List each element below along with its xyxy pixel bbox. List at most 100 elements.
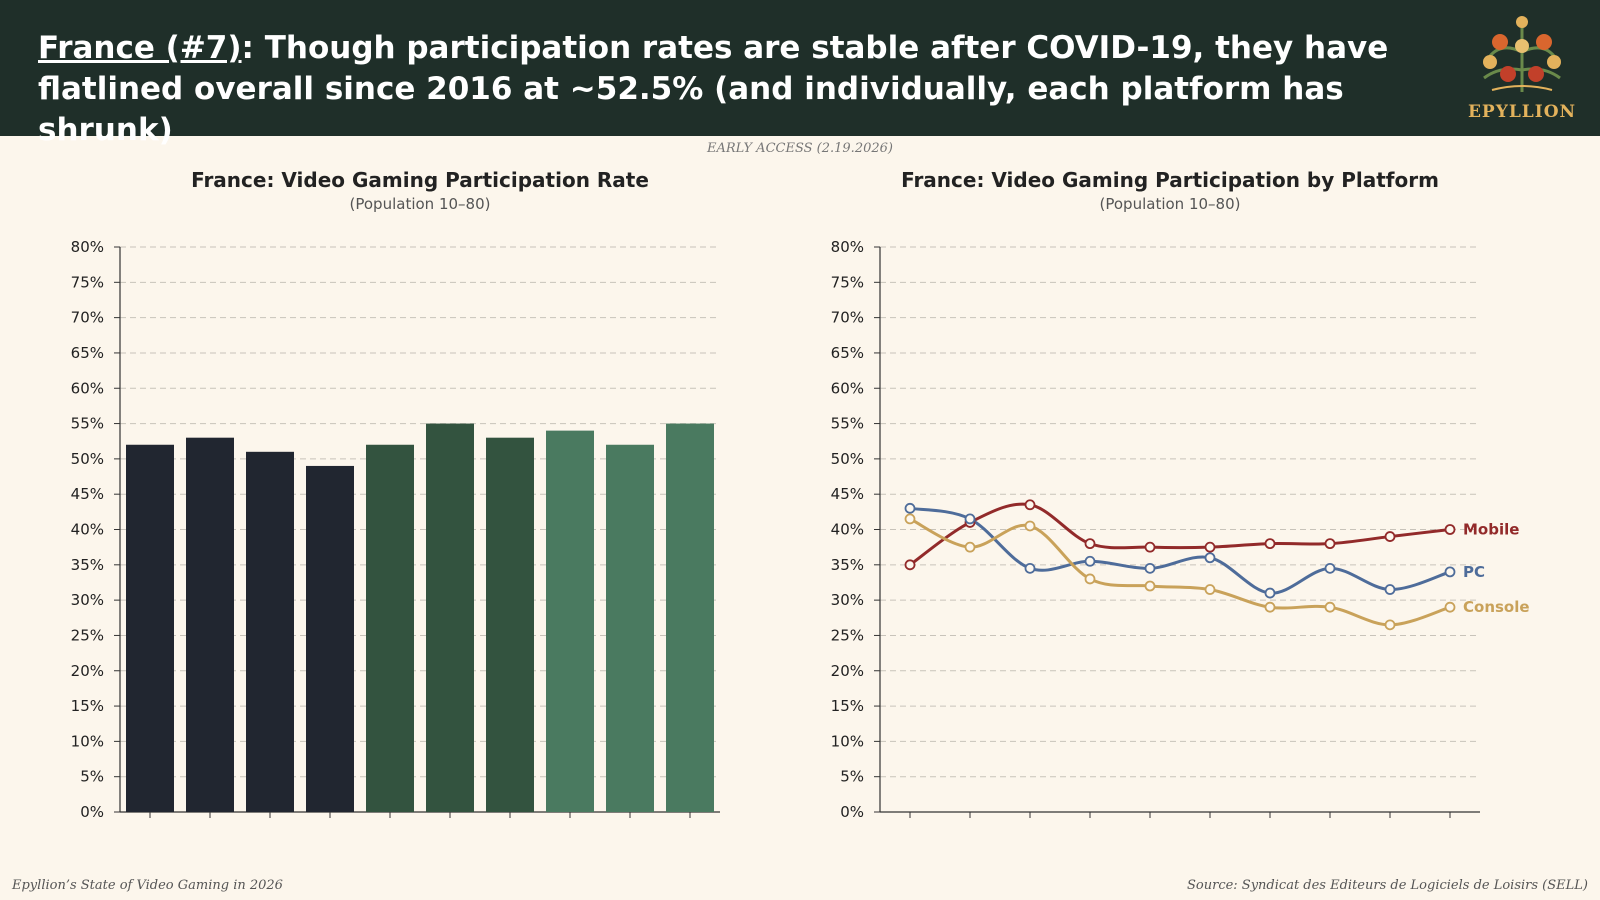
y-tick-label: 70%	[71, 309, 104, 327]
bar-chart-subtitle: (Population 10–80)	[349, 195, 491, 213]
y-tick-label: 35%	[71, 556, 104, 574]
series-line-console	[909, 517, 1451, 627]
data-point-pc	[1084, 555, 1096, 567]
data-point-console	[904, 513, 916, 525]
x-tick-label: 2021	[1191, 823, 1229, 825]
data-point-console	[1144, 580, 1156, 592]
data-point-pc	[964, 513, 976, 525]
data-point-pc	[1324, 562, 1336, 574]
y-tick-label: 5%	[840, 768, 864, 786]
x-tick-label: 2016	[891, 823, 929, 825]
bar	[606, 444, 654, 812]
data-point-mobile	[1384, 531, 1396, 542]
y-tick-label: 25%	[71, 626, 104, 644]
x-tick-label: 2023	[551, 823, 589, 825]
bar	[666, 423, 714, 812]
y-tick-label: 30%	[831, 591, 864, 609]
footer-source: Source: Syndicat des Editeurs de Logicie…	[1187, 878, 1588, 893]
x-tick-label: 2018	[251, 823, 289, 825]
x-tick-label: 2021	[431, 823, 469, 825]
data-point-pc	[1444, 566, 1456, 578]
y-tick-label: 80%	[831, 238, 864, 256]
data-point-console	[1084, 573, 1096, 585]
series-line-pc	[909, 506, 1451, 595]
y-tick-label: 10%	[71, 732, 104, 750]
data-point-pc	[1144, 562, 1156, 574]
y-tick-label: 50%	[71, 450, 104, 468]
y-tick-label: 65%	[831, 344, 864, 362]
y-tick-label: 40%	[831, 521, 864, 539]
x-tick-label: 2022	[1251, 823, 1289, 825]
x-tick-label: 2018	[1011, 823, 1049, 825]
data-point-mobile	[1024, 499, 1036, 511]
data-point-console	[1324, 601, 1336, 613]
data-point-pc	[1024, 562, 1036, 574]
series-label-pc: PC	[1463, 563, 1485, 581]
data-point-mobile	[1144, 541, 1156, 553]
line-chart-subtitle: (Population 10–80)	[1099, 195, 1241, 213]
y-tick-label: 70%	[831, 309, 864, 327]
bar	[426, 423, 474, 812]
y-tick-label: 65%	[71, 344, 104, 362]
page-title: France (#7): Though participation rates …	[38, 28, 1418, 151]
data-point-console	[1024, 520, 1036, 532]
footer-credit: Epyllion’s State of Video Gaming in 2026	[12, 878, 283, 893]
x-tick-label: 2022	[491, 823, 529, 825]
y-tick-label: 25%	[831, 626, 864, 644]
x-tick-label: 2020	[1131, 823, 1169, 825]
y-tick-label: 80%	[71, 238, 104, 256]
y-tick-label: 55%	[71, 415, 104, 433]
brand-logo-text: EPYLLION	[1467, 102, 1577, 122]
header-banner: France (#7): Though participation rates …	[0, 0, 1600, 148]
bar	[186, 437, 234, 812]
data-point-mobile	[1264, 538, 1276, 550]
y-tick-label: 60%	[71, 379, 104, 397]
bar	[546, 430, 594, 812]
data-point-console	[964, 541, 976, 553]
data-point-mobile	[1324, 538, 1336, 550]
y-tick-label: 20%	[71, 662, 104, 680]
y-tick-label: 45%	[831, 485, 864, 503]
x-tick-label: 2016	[131, 823, 169, 825]
title-country-lead: France (#7)	[38, 30, 242, 66]
x-tick-label: 2017	[951, 823, 989, 825]
x-tick-label: 2017	[191, 823, 229, 825]
bar	[126, 444, 174, 812]
x-tick-label: 2023	[1311, 823, 1349, 825]
x-tick-label: 2019	[311, 823, 349, 825]
brand-logo: EPYLLION	[1452, 12, 1592, 130]
data-point-pc	[904, 502, 916, 514]
bar	[366, 444, 414, 812]
title-text: : Though participation rates are stable …	[38, 30, 1389, 148]
x-tick-label: 2025	[671, 823, 709, 825]
y-tick-label: 10%	[831, 732, 864, 750]
data-point-console	[1444, 601, 1456, 613]
data-point-mobile	[1204, 541, 1216, 553]
data-point-pc	[1264, 587, 1276, 599]
y-tick-label: 60%	[831, 379, 864, 397]
bar	[306, 465, 354, 812]
data-point-console	[1264, 601, 1276, 613]
bar-chart-title: France: Video Gaming Participation Rate	[191, 168, 649, 192]
data-point-pc	[1204, 552, 1216, 564]
floral-crest-icon	[1483, 16, 1561, 92]
y-tick-label: 40%	[71, 521, 104, 539]
y-tick-label: 0%	[840, 803, 864, 821]
data-point-console	[1384, 619, 1396, 631]
series-label-console: Console	[1463, 598, 1530, 616]
x-tick-label: 2020	[371, 823, 409, 825]
line-chart-title: France: Video Gaming Participation by Pl…	[901, 168, 1439, 192]
y-tick-label: 0%	[80, 803, 104, 821]
y-tick-label: 75%	[71, 273, 104, 291]
x-tick-label: 2024	[1371, 823, 1409, 825]
x-tick-label: 2019	[1071, 823, 1109, 825]
data-point-mobile	[1444, 524, 1456, 535]
x-tick-label: 2025	[1431, 823, 1469, 825]
y-tick-label: 15%	[71, 697, 104, 715]
y-tick-label: 30%	[71, 591, 104, 609]
early-access-label: EARLY ACCESS (2.19.2026)	[707, 141, 893, 156]
y-tick-label: 35%	[831, 556, 864, 574]
data-point-pc	[1384, 584, 1396, 595]
bar	[486, 437, 534, 812]
y-tick-label: 5%	[80, 768, 104, 786]
